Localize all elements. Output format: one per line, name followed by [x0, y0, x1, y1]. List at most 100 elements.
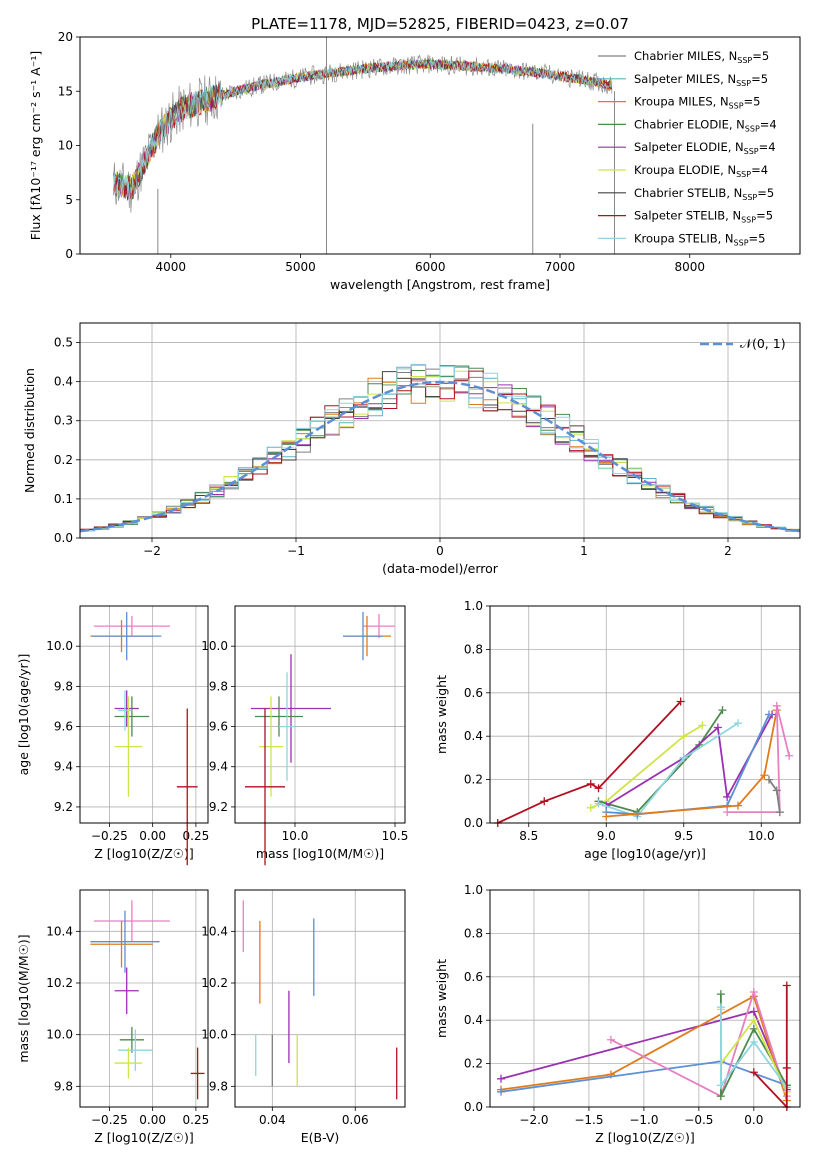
legend-label-value: =5 — [757, 186, 774, 200]
y-tick-label: 20 — [58, 30, 73, 44]
y-tick-label: 0.4 — [54, 375, 73, 389]
y-tick-label: 1.0 — [464, 599, 483, 613]
legend-label: Salpeter MILES, NSSP=5 — [634, 72, 768, 88]
y-tick-label: 0.0 — [464, 816, 483, 830]
x-axis-label: (data-model)/error — [382, 561, 499, 576]
point-marker — [716, 1092, 725, 1101]
x-tick-label: 8000 — [674, 260, 705, 274]
x-tick-label: 10.5 — [382, 829, 409, 843]
legend-label-subscript: SSP — [736, 170, 751, 179]
legend-label-value: =4 — [760, 117, 777, 131]
y-tick-label: 9.6 — [209, 720, 228, 734]
x-tick-label: 9.0 — [597, 829, 616, 843]
histogram-step — [80, 363, 800, 532]
point-marker — [716, 1003, 725, 1012]
mass-weight-line — [606, 710, 778, 818]
point-marker — [749, 1007, 758, 1016]
y-tick-label: 10.0 — [46, 1028, 73, 1042]
x-tick-label: 0 — [436, 544, 444, 558]
point-marker — [679, 753, 688, 762]
point-marker — [716, 990, 725, 999]
x-tick-label: 0.25 — [183, 829, 210, 843]
point-marker — [602, 812, 611, 821]
point-marker — [734, 719, 742, 728]
y-axis-label: mass weight — [434, 675, 449, 754]
x-tick-label: 8.5 — [519, 829, 538, 843]
x-tick-label: 0.06 — [342, 1113, 369, 1127]
point-marker — [749, 1016, 758, 1025]
plot-area — [90, 612, 198, 866]
x-tick-label: 9.5 — [674, 829, 693, 843]
spectrum-line — [113, 59, 613, 201]
point-marker — [765, 710, 773, 719]
x-tick-label: −0.25 — [91, 1113, 128, 1127]
spectrum-line — [113, 58, 613, 200]
spectrum-line — [113, 58, 613, 199]
legend-label-subscript: SSP — [744, 147, 759, 156]
legend-label: 𝒩(0, 1) — [740, 336, 786, 351]
y-tick-label: 9.4 — [209, 760, 228, 774]
point-marker — [749, 1068, 758, 1077]
y-tick-label: 9.8 — [54, 1079, 73, 1093]
point-marker — [676, 697, 685, 706]
x-tick-label: −0.5 — [684, 1113, 713, 1127]
legend-label-value: =5 — [756, 209, 773, 223]
y-tick-label: 10.0 — [201, 639, 228, 653]
legend-label: Salpeter STELIB, NSSP=5 — [634, 209, 773, 225]
axes-frame — [79, 322, 801, 539]
mass-weight-line — [500, 994, 788, 1101]
point-marker — [540, 797, 549, 806]
y-tick-label: 10.0 — [46, 639, 73, 653]
x-tick-label: 5000 — [285, 260, 316, 274]
mass-weight-line — [610, 989, 788, 1098]
legend-label: Chabrier ELODIE, NSSP=4 — [634, 117, 777, 133]
plot-area: 𝒩(0, 1) — [79, 336, 801, 533]
x-tick-label: −0.25 — [91, 829, 128, 843]
plot-area — [90, 900, 205, 1100]
point-marker — [594, 784, 603, 793]
plot-area: Chabrier MILES, NSSP=5 Salpeter MILES, NS… — [113, 37, 777, 254]
x-tick-label: 10.0 — [282, 829, 309, 843]
plot-area — [496, 981, 791, 1111]
legend-label-value: =5 — [749, 231, 766, 245]
point-marker — [765, 775, 773, 784]
spectrum-line — [113, 54, 613, 213]
x-tick-label: 0.0 — [744, 1113, 763, 1127]
y-tick-label: 10.0 — [201, 1028, 228, 1042]
x-tick-label: 10.0 — [748, 829, 775, 843]
axes-frame — [234, 605, 406, 824]
y-tick-label: 0.4 — [464, 729, 483, 743]
legend-label: Chabrier MILES, NSSP=5 — [634, 49, 769, 65]
y-axis-label: Normed distribution — [22, 368, 37, 493]
spectrum-line — [113, 59, 613, 199]
y-tick-label: 0.2 — [54, 453, 73, 467]
y-tick-label: 0.0 — [54, 531, 73, 545]
point-marker — [716, 1081, 725, 1090]
point-marker — [749, 1037, 758, 1046]
x-tick-label: −1.0 — [629, 1113, 658, 1127]
x-tick-label: 0.00 — [139, 1113, 166, 1127]
y-tick-label: 0.8 — [464, 642, 483, 656]
x-axis-label: Z [log10(Z/Z☉)] — [595, 1130, 695, 1145]
legend-label-value: =4 — [751, 163, 768, 177]
panel-8: −2.0 −1.5 −1.0 −0.5 0.0 0.0 0.2 0.4 0.6 0.8 1.0 Z [… — [434, 883, 801, 1145]
y-tick-label: 0.1 — [54, 492, 73, 506]
figure-title: PLATE=1178, MJD=52825, FIBERID=0423, z=0… — [251, 15, 629, 33]
point-marker — [586, 803, 595, 812]
axes-frame — [489, 605, 801, 824]
legend-label: Kroupa MILES, NSSP=5 — [634, 95, 760, 111]
y-tick-label: 10.2 — [46, 976, 73, 990]
y-tick-label: 0.6 — [464, 970, 483, 984]
mass-weight-line — [753, 985, 788, 1110]
y-axis-label: age [log10(age/yr)] — [16, 654, 31, 776]
y-tick-label: 0.6 — [464, 686, 483, 700]
y-tick-label: 10.4 — [201, 924, 228, 938]
legend-label-subscript: SSP — [734, 238, 749, 247]
axes-frame — [79, 889, 209, 1108]
point-marker — [698, 721, 707, 730]
x-axis-label: Z [log10(Z/Z☉)] — [94, 1130, 194, 1145]
plot-area — [242, 900, 398, 1100]
panel-5: 8.5 9.0 9.5 10.0 0.0 0.2 0.4 0.6 0.8 1.0 age [log1… — [434, 599, 801, 861]
y-tick-label: 0.8 — [464, 926, 483, 940]
